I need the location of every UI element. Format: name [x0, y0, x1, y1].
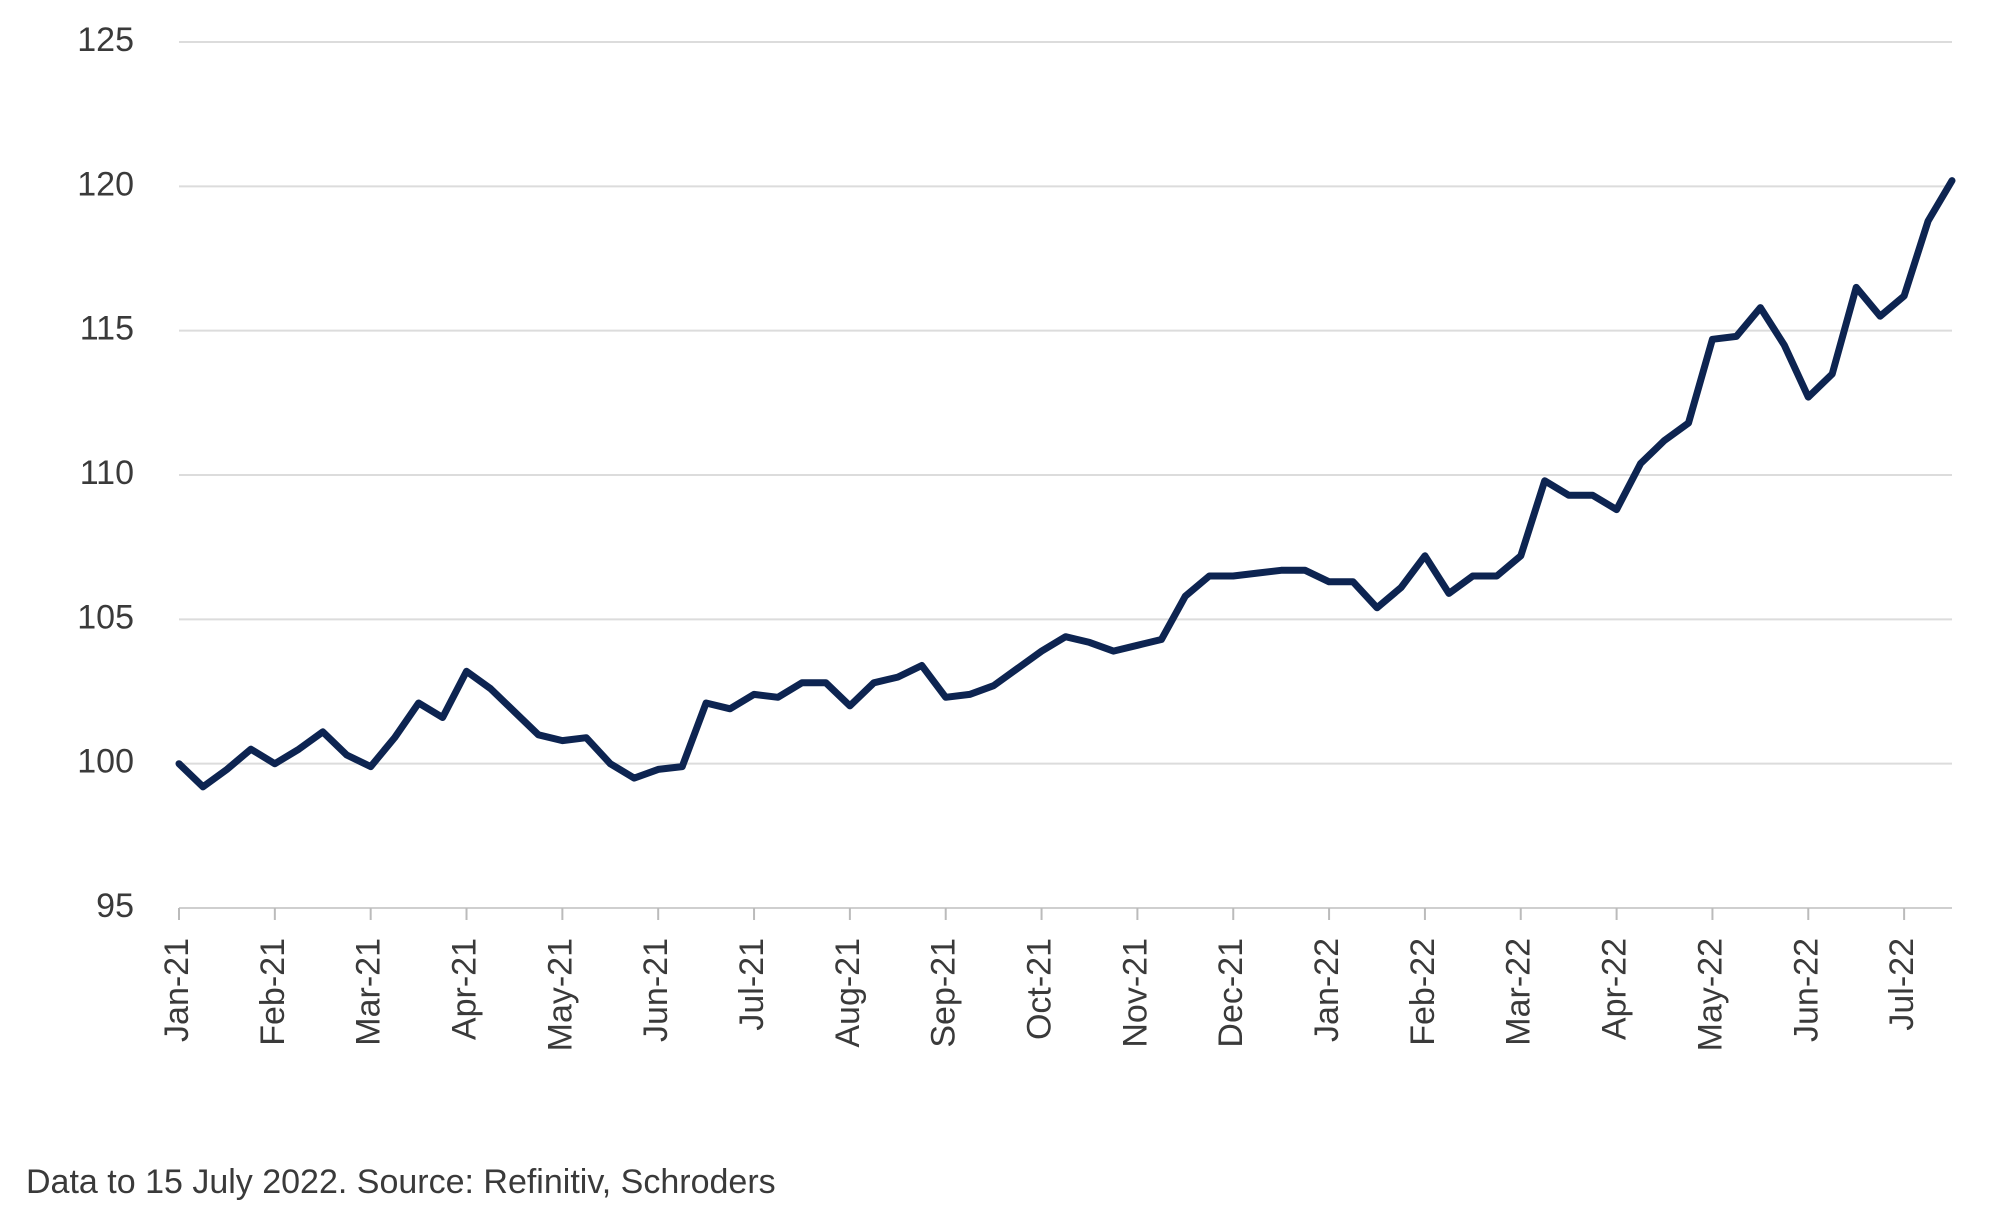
line [175, 177, 1956, 791]
x-tick-label: Jul-21 [733, 938, 771, 1031]
x-tick-label: Feb-21 [254, 938, 292, 1046]
y-tick-label: 105 [77, 598, 134, 636]
y-tick-label: 120 [77, 165, 134, 203]
y-tick-label: 95 [96, 887, 134, 925]
x-tick-label: Mar-22 [1500, 938, 1538, 1046]
x-tick-label: Jul-22 [1883, 938, 1921, 1031]
x-tick-label: Apr-21 [446, 938, 484, 1040]
x-tick-label: Mar-21 [350, 938, 388, 1046]
y-tick-label: 100 [77, 743, 134, 781]
x-tick-label: Dec-21 [1212, 938, 1250, 1048]
x-tick-label: Nov-21 [1116, 938, 1154, 1048]
x-tick-label: Jan-21 [158, 938, 196, 1042]
y-tick-label: 110 [80, 454, 134, 492]
x-tick-label: May-21 [541, 938, 579, 1051]
x-tick-label: Sep-21 [925, 938, 963, 1048]
x-tick-label: Feb-22 [1404, 938, 1442, 1046]
y-tick-label: 125 [77, 21, 134, 59]
x-tick-label: Jun-22 [1787, 938, 1825, 1042]
y-tick-label: 115 [80, 310, 134, 348]
x-tick-label: Oct-21 [1021, 938, 1059, 1040]
x-tick-label: Jan-22 [1308, 938, 1346, 1042]
x-tick-label: Apr-22 [1596, 938, 1634, 1040]
source-note: Data to 15 July 2022. Source: Refinitiv,… [26, 1163, 776, 1201]
x-tick-label: May-22 [1691, 938, 1729, 1051]
x-tick-label: Jun-21 [637, 938, 675, 1042]
x-tick-label: Aug-21 [829, 938, 867, 1048]
